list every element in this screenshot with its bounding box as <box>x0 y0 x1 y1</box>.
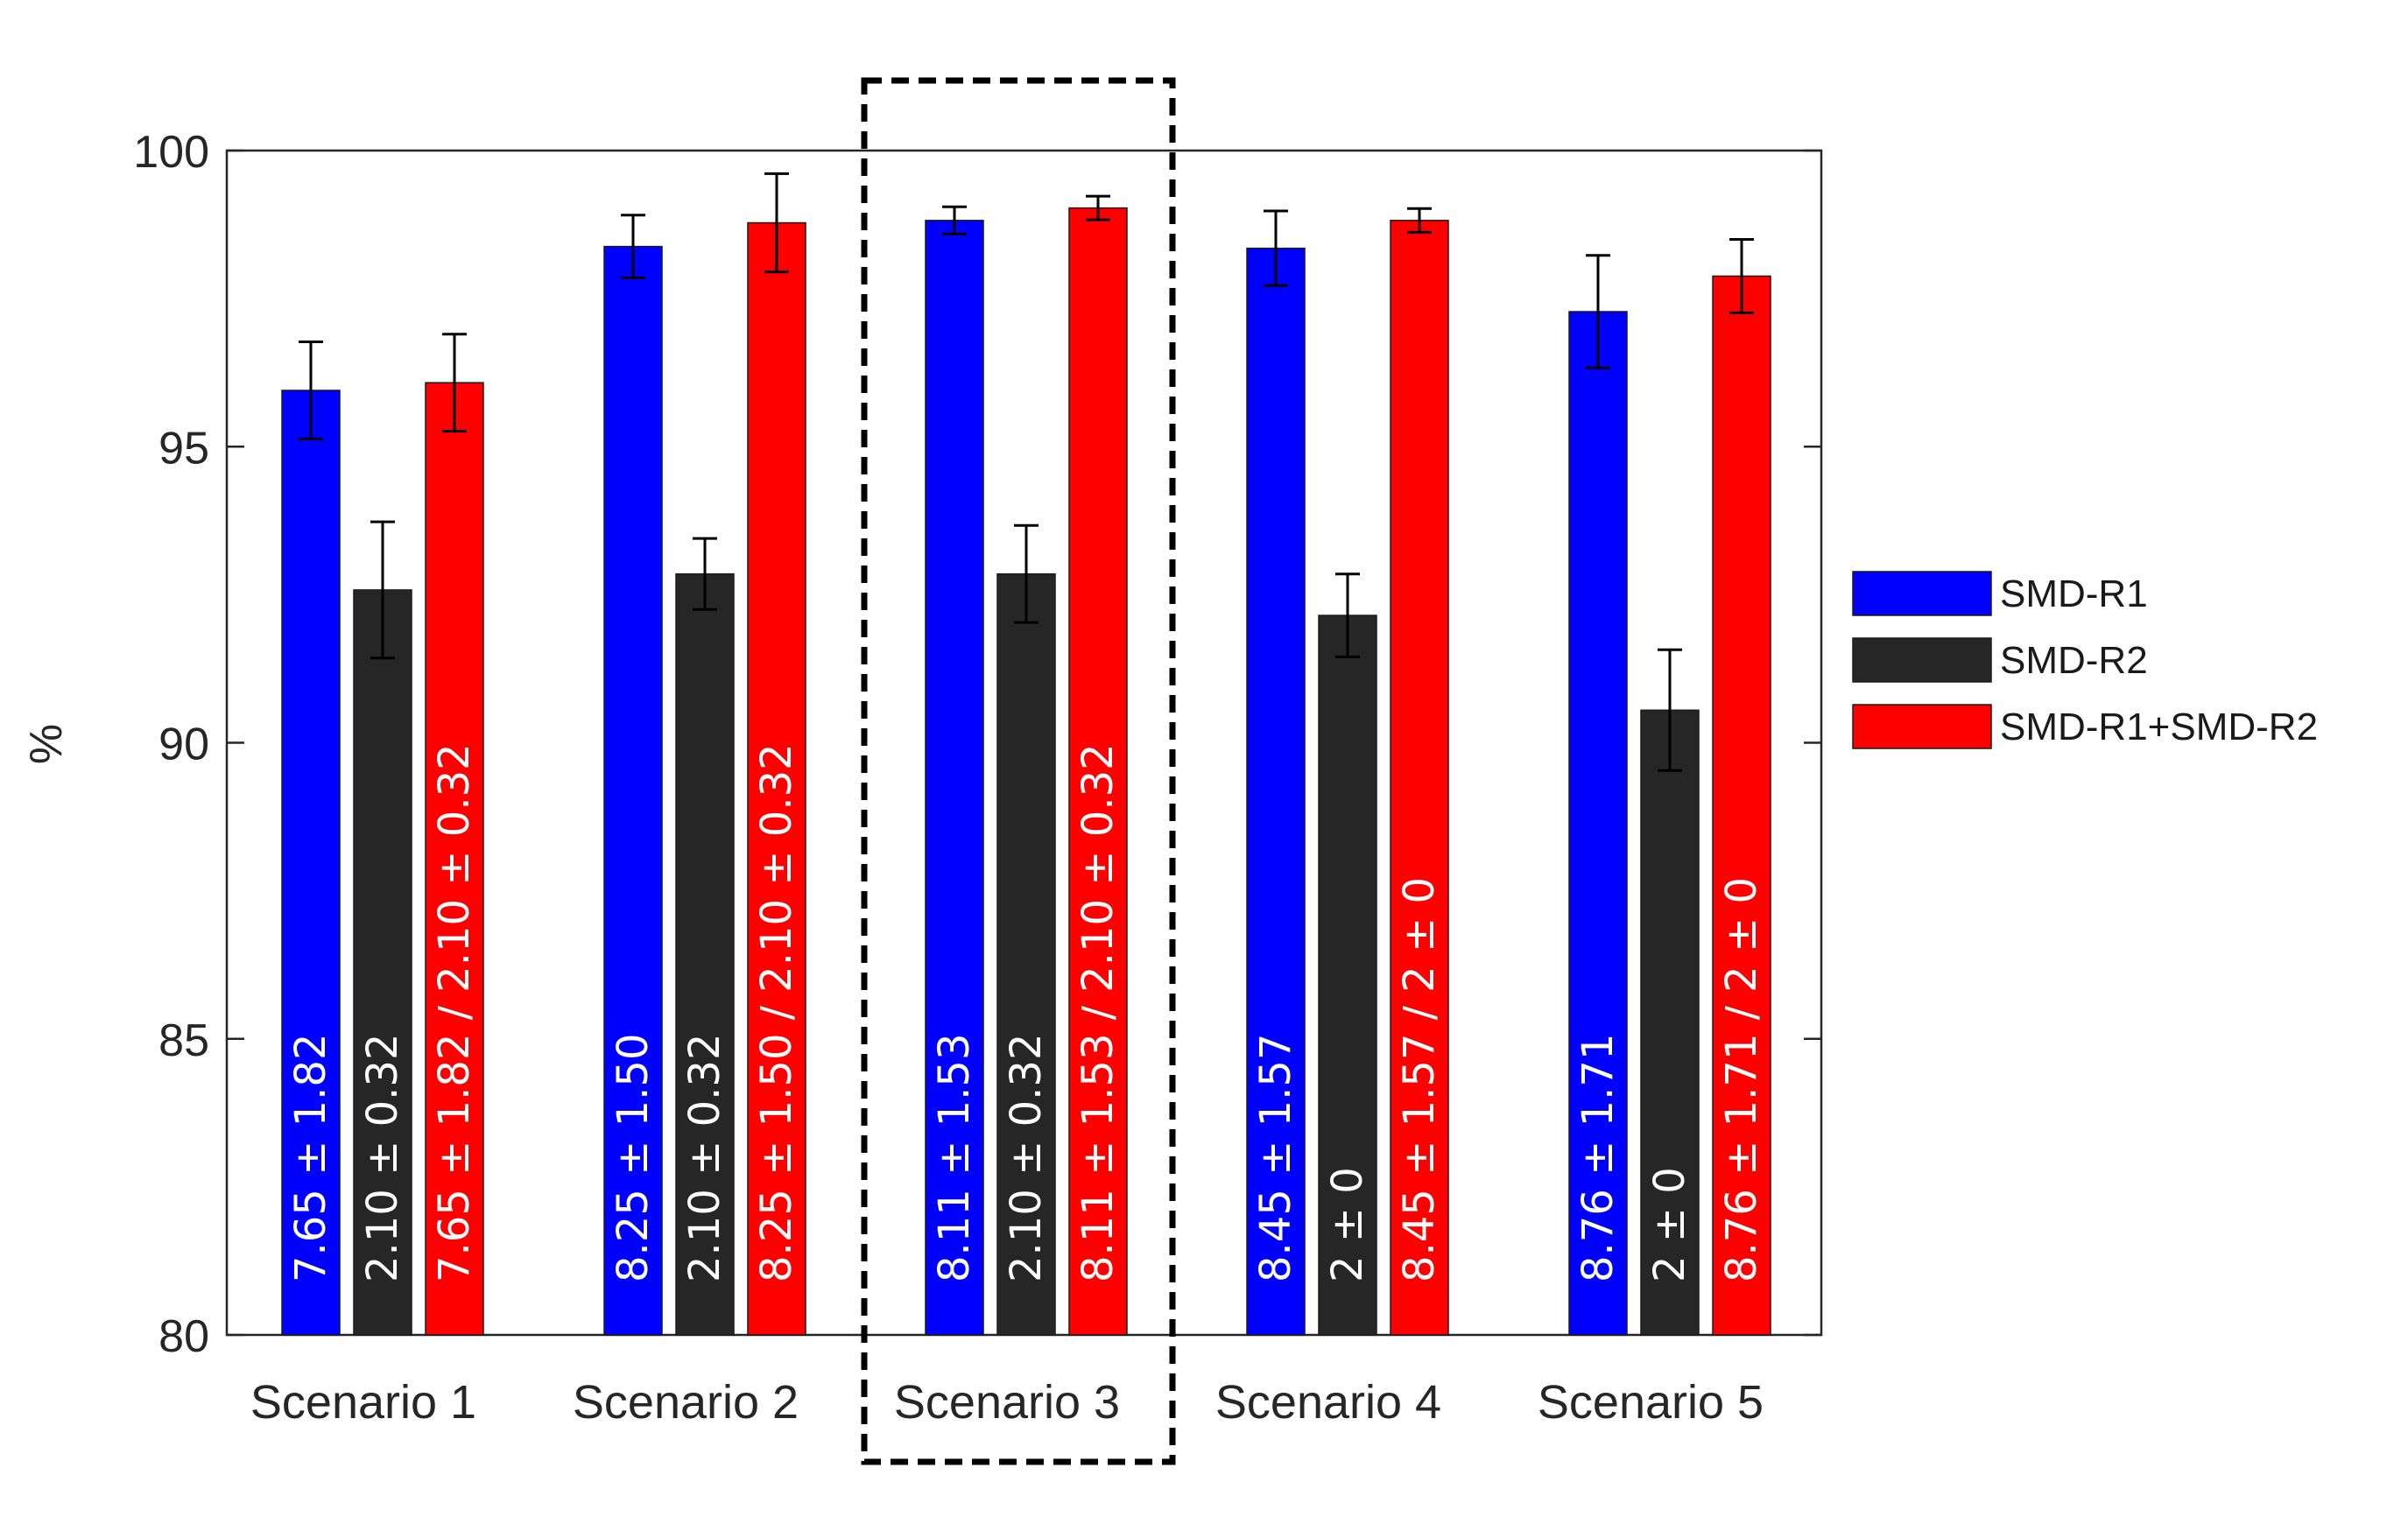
x-tick-label: Scenario 3 <box>894 1376 1120 1429</box>
legend-swatch <box>1852 637 1992 683</box>
y-axis: 80 85 90 95 100 <box>133 127 1821 1362</box>
bar <box>996 572 1056 1336</box>
legend-label: SMD-R2 <box>2000 639 2148 682</box>
bar-data-label: 2 ± 0 <box>1645 1167 1694 1282</box>
bar-data-label: 2.10 ± 0.32 <box>1002 1034 1051 1282</box>
x-axis: Scenario 1 Scenario 2 Scenario 3 Scenario 4… <box>250 1376 1764 1429</box>
bar-data-label: 8.25 ± 1.50 <box>609 1034 658 1282</box>
y-tick-label: 80 <box>158 1311 209 1362</box>
legend: SMD-R1 SMD-R2 SMD-R1+SMD-R2 <box>1852 571 2318 749</box>
bar <box>603 245 663 1336</box>
x-tick-label: Scenario 5 <box>1538 1376 1764 1429</box>
x-tick-label: Scenario 4 <box>1215 1376 1441 1429</box>
x-tick-label: Scenario 2 <box>573 1376 799 1429</box>
y-tick-label: 85 <box>158 1015 209 1066</box>
x-tick-label: Scenario 1 <box>250 1376 476 1429</box>
bars: 7.65 ± 1.82 8.25 ± 1.50 8.11 ± 1.53 8.45 ± … <box>281 172 1771 1336</box>
bar <box>675 572 735 1336</box>
bar-data-label: 7.65 ± 1.82 <box>286 1034 335 1282</box>
bar <box>281 390 341 1336</box>
legend-label: SMD-R1 <box>2000 572 2148 615</box>
bar <box>1640 709 1700 1336</box>
bar-data-label: 8.11 ± 1.53 <box>930 1034 979 1282</box>
highlight-box <box>861 77 1176 1465</box>
legend-label: SMD-R1+SMD-R2 <box>2000 706 2318 748</box>
bar <box>1068 207 1128 1336</box>
bar <box>353 589 412 1336</box>
bar <box>925 220 984 1336</box>
bar-data-label: 8.45 ± 1.57 <box>1251 1034 1300 1282</box>
bar-data-label: 8.11 ± 1.53 / 2.10 ± 0.32 <box>1074 743 1123 1282</box>
bar <box>747 221 806 1336</box>
y-tick-label: 100 <box>133 127 209 178</box>
legend-swatch <box>1852 571 1992 616</box>
bar-data-label: 8.45 ± 1.57 / 2 ± 0 <box>1395 877 1444 1282</box>
y-tick-label: 90 <box>158 720 209 770</box>
bar <box>1318 614 1377 1336</box>
bar-data-label: 2.10 ± 0.32 <box>680 1034 729 1282</box>
bar-data-label: 8.25 ± 1.50 / 2.10 ± 0.32 <box>752 743 801 1282</box>
legend-swatch <box>1852 704 1992 749</box>
bar-data-label: 2.10 ± 0.32 <box>358 1034 407 1282</box>
bar-data-label: 8.76 ± 1.71 / 2 ± 0 <box>1717 877 1766 1282</box>
bar <box>425 382 484 1336</box>
y-axis-label: % <box>21 724 72 764</box>
bar-data-label: 2 ± 0 <box>1323 1167 1372 1282</box>
bar-data-label: 7.65 ± 1.82 / 2.10 ± 0.32 <box>430 743 479 1282</box>
bar <box>1390 220 1449 1336</box>
y-tick-label: 95 <box>158 423 209 474</box>
bar-data-label: 8.76 ± 1.71 <box>1574 1034 1623 1282</box>
